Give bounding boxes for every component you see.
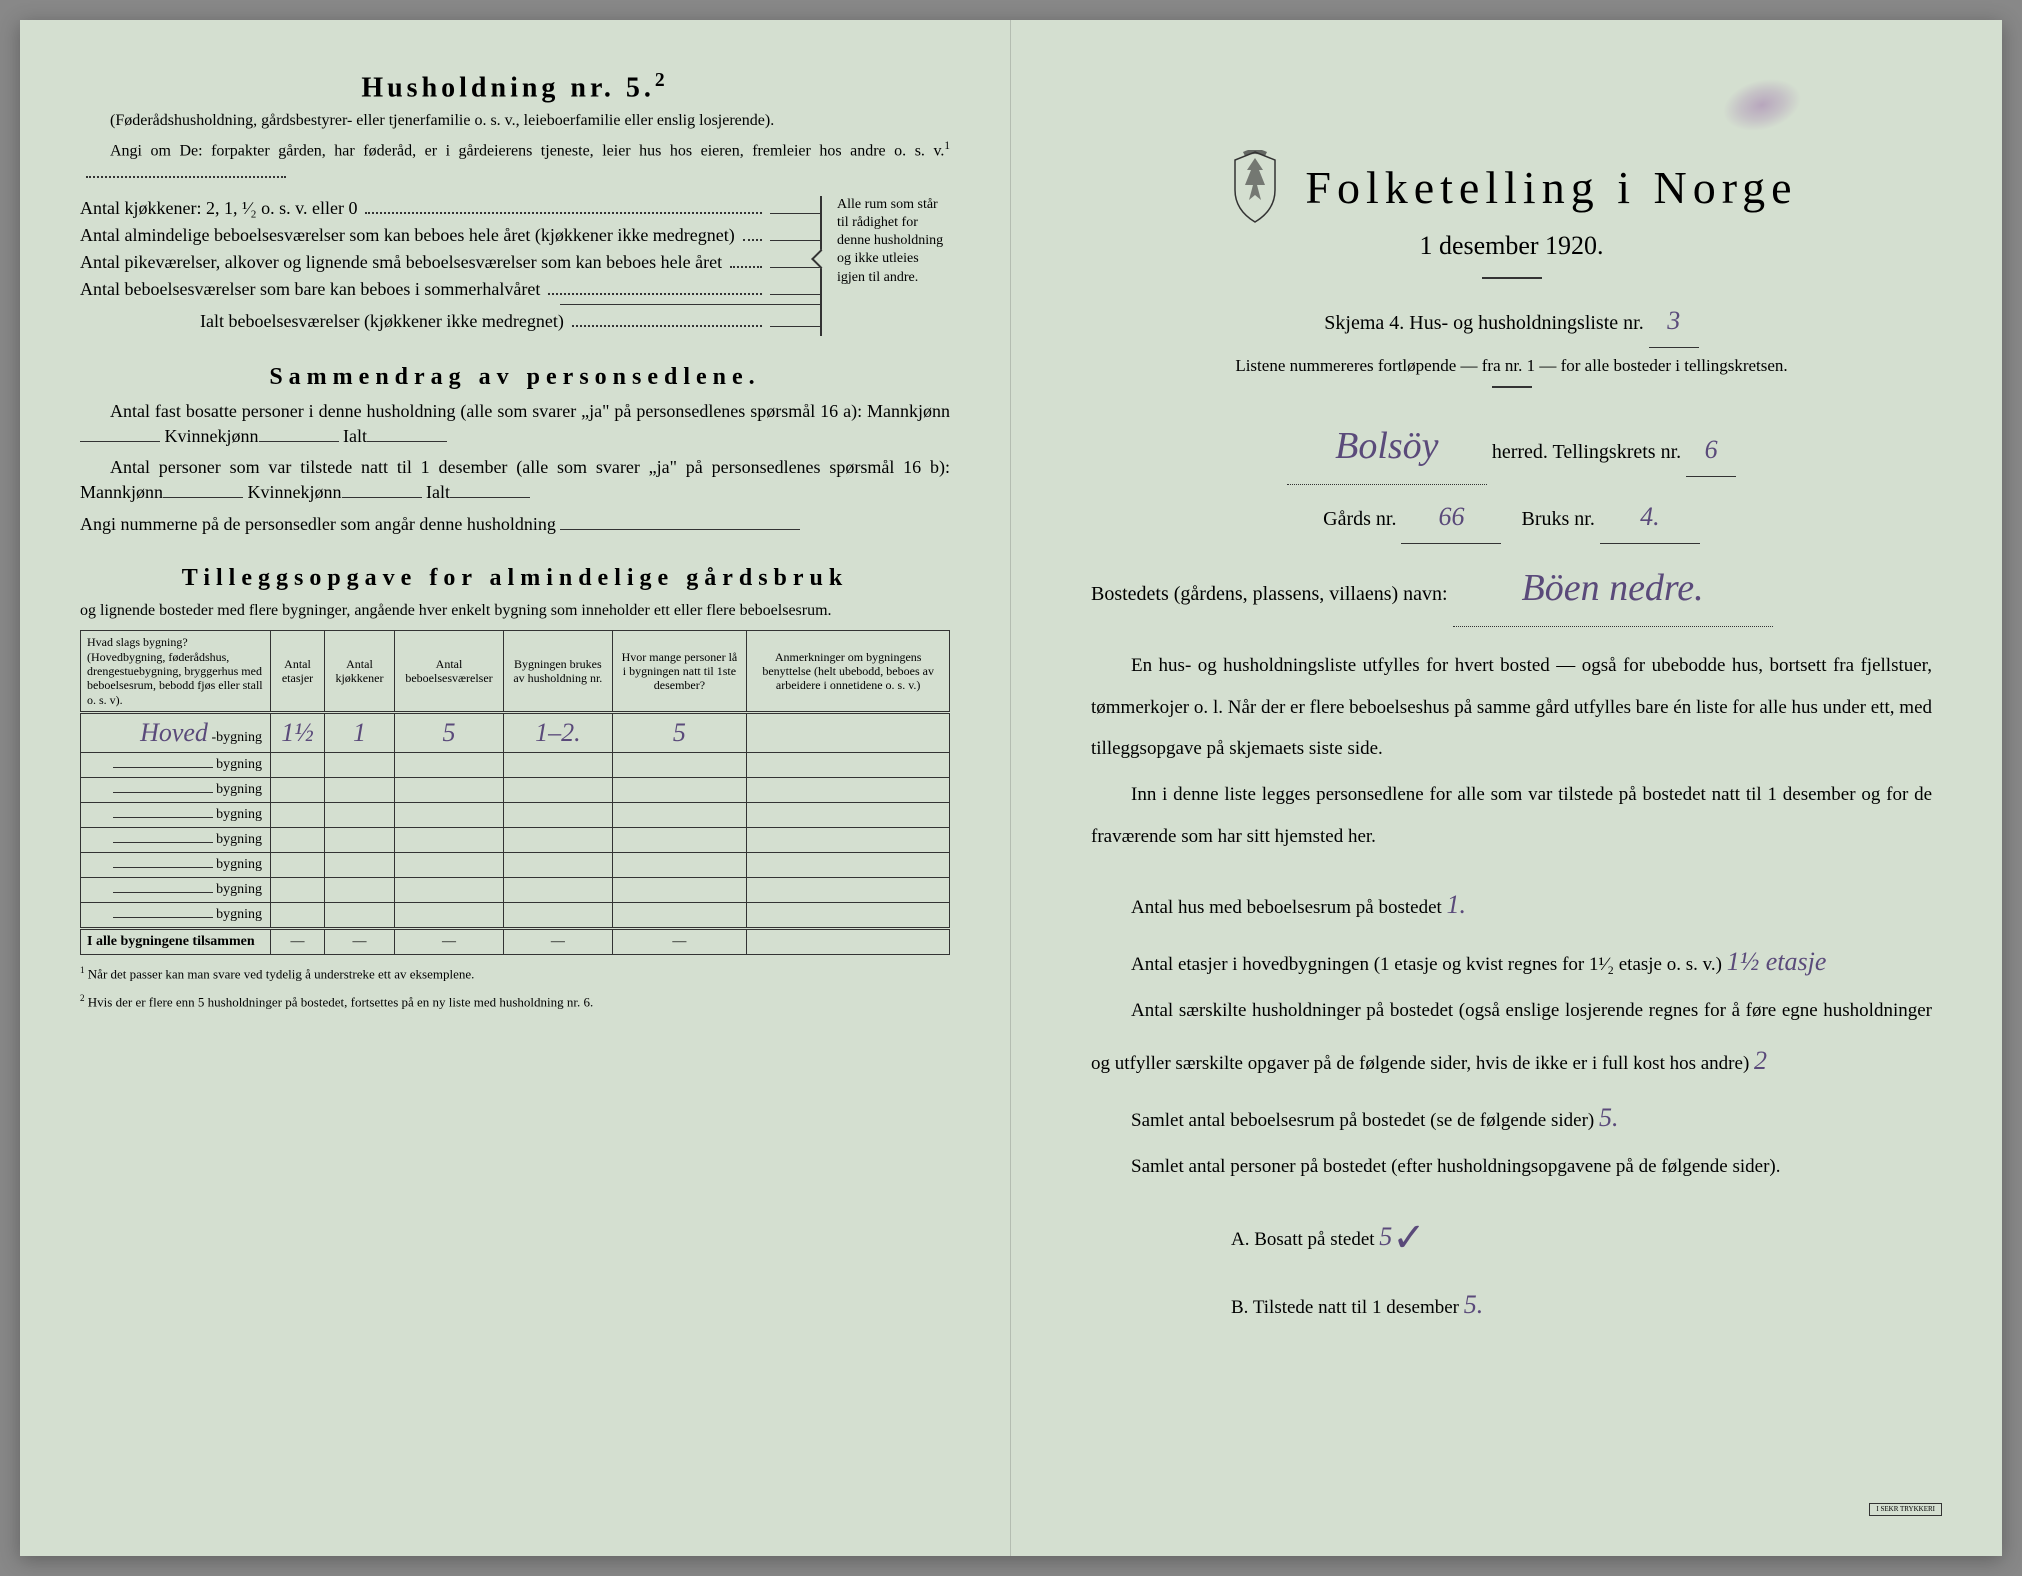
section2-title: Sammendrag av personsedlene. xyxy=(80,364,950,391)
room-count-block: Antal kjøkkener: 2, 1, ¹∕₂ o. s. v. elle… xyxy=(80,196,950,336)
section3-title: Tilleggsopgave for almindelige gårdsbruk xyxy=(80,565,950,592)
th-1: Antal etasjer xyxy=(271,631,325,713)
divider-icon xyxy=(1482,277,1542,279)
heading-text: Husholdning nr. 5. xyxy=(361,72,655,103)
row-maid-rooms: Antal pikeværelser, alkover og lignende … xyxy=(80,250,820,273)
building-table: Hvad slags bygning? (Hovedbygning, føder… xyxy=(80,630,950,955)
title-row: Folketelling i Norge xyxy=(1091,150,1932,225)
paragraph-2: Inn i denne liste legges personsedlene f… xyxy=(1091,774,1932,858)
q3-line: Antal særskilte husholdninger på bostede… xyxy=(1091,990,1932,1089)
table-row: bygning xyxy=(81,828,950,853)
checkmark-icon: ✓ xyxy=(1392,1215,1426,1260)
th-3: Antal beboelsesværelser xyxy=(394,631,503,713)
q5b-line: B. Tilstede natt til 1 desember 5. xyxy=(1091,1276,1932,1333)
note-1: (Føderådshusholdning, gårdsbestyrer- ell… xyxy=(80,110,950,132)
right-page: Folketelling i Norge 1 desember 1920. Sk… xyxy=(1011,20,2002,1556)
q2-value: 1½ etasje xyxy=(1727,947,1827,976)
q2-line: Antal etasjer i hovedbygningen (1 etasje… xyxy=(1091,933,1932,990)
ink-stain xyxy=(1717,70,1807,139)
paragraph-1: En hus- og husholdningsliste utfylles fo… xyxy=(1091,645,1932,770)
row-kitchens: Antal kjøkkener: 2, 1, ¹∕₂ o. s. v. elle… xyxy=(80,196,820,219)
printer-stamp: I SEKR TRYKKERI xyxy=(1869,1503,1942,1516)
q5a-value: 5 xyxy=(1379,1222,1392,1251)
document-spread: Husholdning nr. 5.2 (Føderådshusholdning… xyxy=(20,20,2002,1556)
th-4: Bygningen brukes av husholdning nr. xyxy=(504,631,612,713)
heading-sup: 2 xyxy=(655,70,669,91)
table-total-row: I alle bygningene tilsammen — — — — — xyxy=(81,929,950,955)
table-row: bygning xyxy=(81,803,950,828)
household-heading: Husholdning nr. 5.2 xyxy=(80,70,950,104)
section3-sub: og lignende bosteder med flere bygninger… xyxy=(80,600,950,622)
row-summer-rooms: Antal beboelsesværelser som bare kan beb… xyxy=(80,277,820,300)
table-row: bygning xyxy=(81,853,950,878)
s2-line3: Angi nummerne på de personsedler som ang… xyxy=(80,512,950,537)
s2-line1: Antal fast bosatte personer i denne hush… xyxy=(80,399,950,449)
brace-note: Alle rum som står til rådighet for denne… xyxy=(820,196,950,336)
main-title: Folketelling i Norge xyxy=(1305,161,1797,214)
q1-value: 1. xyxy=(1447,890,1467,919)
th-5: Hvor mange personer lå i bygningen natt … xyxy=(612,631,747,713)
table-row: bygning xyxy=(81,903,950,929)
row-label-handwritten: Hoved xyxy=(140,718,208,747)
th-2: Antal kjøkkener xyxy=(325,631,395,713)
s2-line2: Antal personer som var tilstede natt til… xyxy=(80,455,950,505)
q4-line: Samlet antal beboelsesrum på bostedet (s… xyxy=(1091,1089,1932,1146)
subtitle: 1 desember 1920. xyxy=(1091,231,1932,261)
th-6: Anmerkninger om bygningens benyttelse (h… xyxy=(747,631,950,713)
q5a-line: A. Bosatt på stedet 5✓ xyxy=(1091,1188,1932,1276)
q3-value: 2 xyxy=(1754,1046,1767,1075)
skjema-nr: 3 xyxy=(1649,295,1699,348)
table-row: bygning xyxy=(81,878,950,903)
herred-value: Bolsöy xyxy=(1287,408,1487,485)
note-2: Angi om De: forpakter gården, har føderå… xyxy=(80,139,950,186)
q4-value: 5. xyxy=(1599,1103,1619,1132)
row-rooms-year: Antal almindelige beboelsesværelser som … xyxy=(80,223,820,246)
footnote-1: 1 Når det passer kan man svare ved tydel… xyxy=(80,965,950,983)
bosted-line: Bostedets (gårdens, plassens, villaens) … xyxy=(1091,550,1932,627)
tellingskrets-nr: 6 xyxy=(1686,424,1736,477)
q1-line: Antal hus med beboelsesrum på bostedet 1… xyxy=(1091,876,1932,933)
q5-line: Samlet antal personer på bostedet (efter… xyxy=(1091,1146,1932,1188)
gards-nr: 66 xyxy=(1401,491,1501,544)
list-subnote: Listene nummereres fortløpende — fra nr.… xyxy=(1091,354,1932,378)
total-label: I alle bygningene tilsammen xyxy=(81,929,271,955)
divider-small-icon xyxy=(1492,386,1532,388)
bruks-nr: 4. xyxy=(1600,491,1700,544)
table-row: bygning xyxy=(81,778,950,803)
th-0: Hvad slags bygning? (Hovedbygning, føder… xyxy=(81,631,271,713)
left-page: Husholdning nr. 5.2 (Føderådshusholdning… xyxy=(20,20,1011,1556)
gards-line: Gårds nr. 66 Bruks nr. 4. xyxy=(1091,491,1932,544)
footnote-2: 2 Hvis der er flere enn 5 husholdninger … xyxy=(80,993,950,1011)
coat-of-arms-icon xyxy=(1225,150,1285,225)
herred-line: Bolsöy herred. Tellingskrets nr. 6 xyxy=(1091,408,1932,485)
table-row: bygning xyxy=(81,753,950,778)
skjema-line: Skjema 4. Hus- og husholdningsliste nr. … xyxy=(1091,295,1932,348)
bosted-value: Böen nedre. xyxy=(1453,550,1773,627)
table-header-row: Hvad slags bygning? (Hovedbygning, føder… xyxy=(81,631,950,713)
row-total-rooms: Ialt beboelsesværelser (kjøkkener ikke m… xyxy=(80,309,820,332)
table-row: Hoved -bygning1½151–2.5 xyxy=(81,713,950,753)
q5b-value: 5. xyxy=(1464,1290,1484,1319)
